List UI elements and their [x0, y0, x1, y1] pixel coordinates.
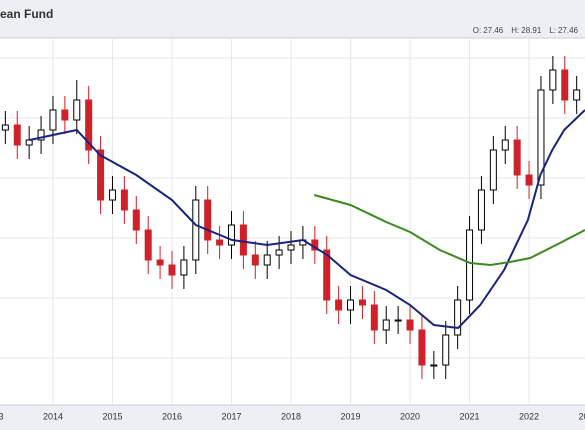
candle-body [204, 199, 212, 241]
candle-body [156, 259, 164, 266]
x-tick-label: 2016 [162, 411, 182, 421]
candle-body [85, 99, 93, 151]
candle-body [13, 124, 21, 146]
candle-body [275, 249, 283, 256]
candle-body [537, 89, 545, 186]
candle-body [180, 259, 188, 276]
candle-body [466, 229, 474, 301]
candle-body [108, 189, 116, 201]
candle-body [561, 69, 569, 101]
candle-body [513, 139, 521, 176]
x-tick-label: 2014 [43, 411, 63, 421]
candle-body [144, 229, 152, 261]
candle-body [394, 319, 402, 322]
stat-label: L: [549, 26, 556, 35]
candle-body [525, 174, 533, 186]
candle-body [430, 364, 438, 367]
x-tick-label: 2023 [579, 411, 585, 421]
candle-body [73, 99, 81, 121]
candle-body [168, 264, 176, 276]
stat-label: H: [511, 26, 519, 35]
candle-body [49, 109, 57, 131]
stat-value: 27.46 [558, 26, 579, 35]
candle-body [228, 224, 236, 246]
candle-body [120, 189, 128, 211]
candle-body [549, 69, 557, 91]
stat-value: 28.91 [521, 26, 542, 35]
candle-body [251, 254, 259, 266]
candle-body [37, 129, 45, 141]
x-tick-label: 2022 [519, 411, 539, 421]
x-tick-label: 2021 [460, 411, 480, 421]
moving-average [313, 194, 585, 267]
candle-body [370, 304, 378, 331]
candle-body [382, 319, 390, 331]
candle-body [287, 244, 295, 251]
candle-body [489, 149, 497, 191]
candle-body [263, 254, 271, 266]
candle-body [239, 224, 247, 256]
candle-body [216, 239, 224, 246]
candle-body [335, 299, 343, 311]
candle-body [454, 299, 462, 336]
header-band [0, 0, 585, 38]
x-tick-label: 2017 [221, 411, 241, 421]
candle-body [61, 109, 69, 121]
chart-title: ean Fund [0, 7, 53, 21]
x-tick-label: 2018 [281, 411, 301, 421]
candle-body [406, 319, 414, 331]
x-axis-band [0, 405, 585, 430]
x-tick-label: 2015 [102, 411, 122, 421]
candle-body [358, 299, 366, 306]
x-tick-label: 2019 [341, 411, 361, 421]
candle-body [132, 209, 140, 231]
moving-average [29, 109, 585, 330]
stat-label: O: [473, 26, 481, 35]
candle-body [477, 189, 485, 231]
candle-body [1, 124, 9, 131]
candle-body [501, 139, 509, 151]
x-tick-label: 2020 [400, 411, 420, 421]
candle-body [442, 334, 450, 366]
stat-value: 27.46 [483, 26, 504, 35]
x-tick-label: 2013 [0, 411, 3, 421]
candle-body [323, 249, 331, 301]
candle-body [192, 199, 200, 261]
candle-body [347, 299, 355, 311]
candle-body [573, 89, 581, 101]
candle-body [97, 149, 105, 201]
candle-body [25, 139, 33, 146]
candle-body [418, 329, 426, 366]
